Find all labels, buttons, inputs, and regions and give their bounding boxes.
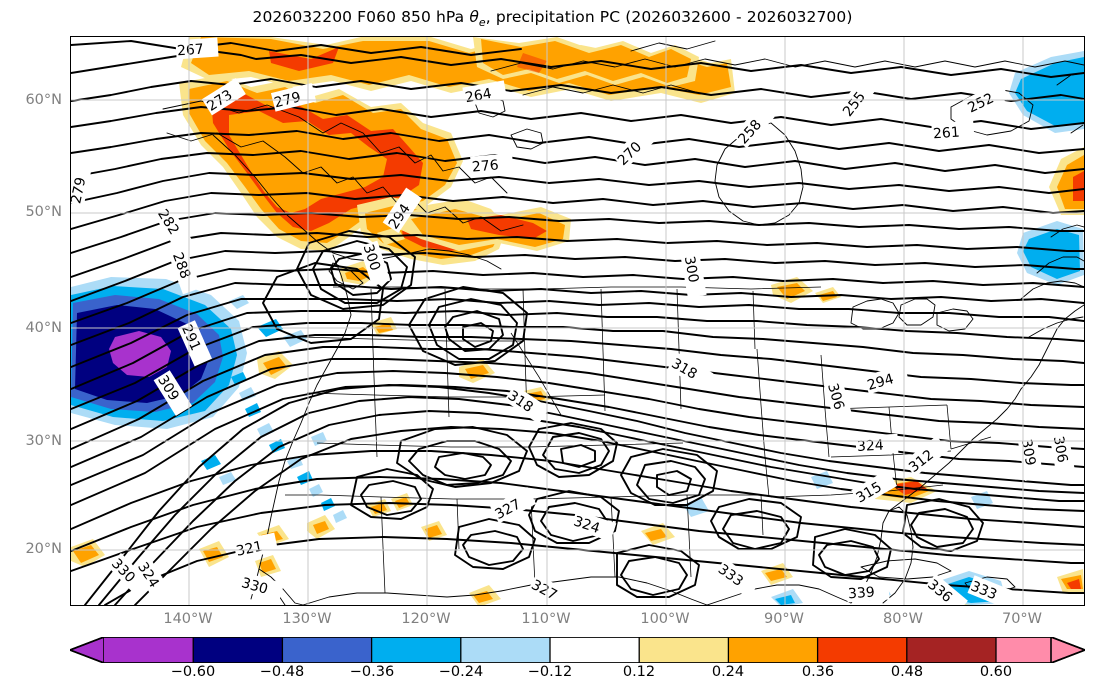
colorbar-cell-4 [460,637,550,663]
title-field: , precipitation PC [485,8,621,26]
xtick-label-120w: 120°W [401,611,451,627]
contour-label-324-a: 324 [857,438,885,455]
title-valid-window: (2026032600 - 2026032700) [625,8,853,26]
theta-e-contour-layer [71,40,1084,605]
map-plot-area[interactable]: 267 273 279 279 [70,36,1085,606]
colorbar-tick-label-0: −0.60 [170,664,216,680]
contour-label-300-b: 300 [681,255,701,284]
colorbar-extend-under [70,637,105,663]
title-lead: F060 [357,8,397,26]
colorbar-cell-1 [193,637,283,663]
colorbar-svg [70,637,1085,663]
contour-label-306-a: 306 [824,382,847,412]
colorbar-cell-9 [906,637,996,663]
ytick-label-30n: 30°N [25,433,62,449]
colorbar-tick-label-6: 0.24 [711,664,745,680]
title-init-time: 2026032200 [252,8,353,26]
xtick-label-140w: 140°W [163,611,213,627]
title-theta-symbol: θ [469,8,479,26]
xtick-label-100w: 100°W [640,611,690,627]
colorbar-cell-0 [104,637,194,663]
colorbar-tick-label-2: −0.36 [349,664,395,680]
colorbar-cell-5 [550,637,640,663]
colorbar-cell-6 [639,637,729,663]
title-level: 850 hPa [401,8,465,26]
colorbar-tick-label-7: 0.36 [801,664,835,680]
title-theta-subscript: e [478,16,486,30]
contour-label-300-a: 300 [360,242,383,272]
map-svg: 267 273 279 279 [71,37,1084,605]
colorbar-tick-label-9: 0.60 [979,664,1013,680]
colorbar-cell-8 [817,637,907,663]
ytick-label-40n: 40°N [25,320,62,336]
colorbar-extend-over [1050,637,1085,663]
xtick-label-130w: 130°W [282,611,332,627]
xtick-label-80w: 80°W [882,611,924,627]
colorbar-tick-label-1: −0.48 [259,664,305,680]
contour-label-339: 339 [847,584,875,602]
colorbar-cell-3 [371,637,461,663]
colorbar-tick-label-4: −0.12 [527,664,573,680]
contour-label-288: 288 [169,250,193,281]
contour-label-279-b: 279 [71,176,89,205]
ytick-label-50n: 50°N [25,204,62,220]
contour-label-264: 264 [464,86,493,106]
contour-label-276: 276 [471,157,499,175]
colorbar-cell-2 [282,637,372,663]
colorbar-tick-label-5: 0.12 [622,664,656,680]
ytick-label-60n: 60°N [25,92,62,108]
contour-label-330-a: 330 [240,575,270,598]
contour-label-324-c: 324 [571,514,601,538]
page-title: 2026032200 F060 850 hPa θe, precipitatio… [0,8,1105,29]
gridline-layer [71,37,1084,605]
colorbar-cell-10 [996,637,1051,663]
xtick-label-90w: 90°W [763,611,805,627]
contour-label-321: 321 [235,539,264,560]
contour-label-267: 267 [177,41,205,59]
xtick-label-110w: 110°W [521,611,571,627]
colorbar-tick-label-8: 0.48 [890,664,924,680]
contour-label-294-b: 294 [866,371,896,394]
colorbar[interactable] [70,637,1085,663]
colorbar-tick-label-3: −0.24 [438,664,484,680]
xtick-label-70w: 70°W [1001,611,1043,627]
colorbar-cell-7 [728,637,818,663]
contour-label-layer: 267 273 279 279 [71,37,1076,605]
ytick-label-20n: 20°N [25,541,62,557]
contour-label-261: 261 [932,124,960,142]
contour-label-306-b: 306 [1050,435,1070,464]
